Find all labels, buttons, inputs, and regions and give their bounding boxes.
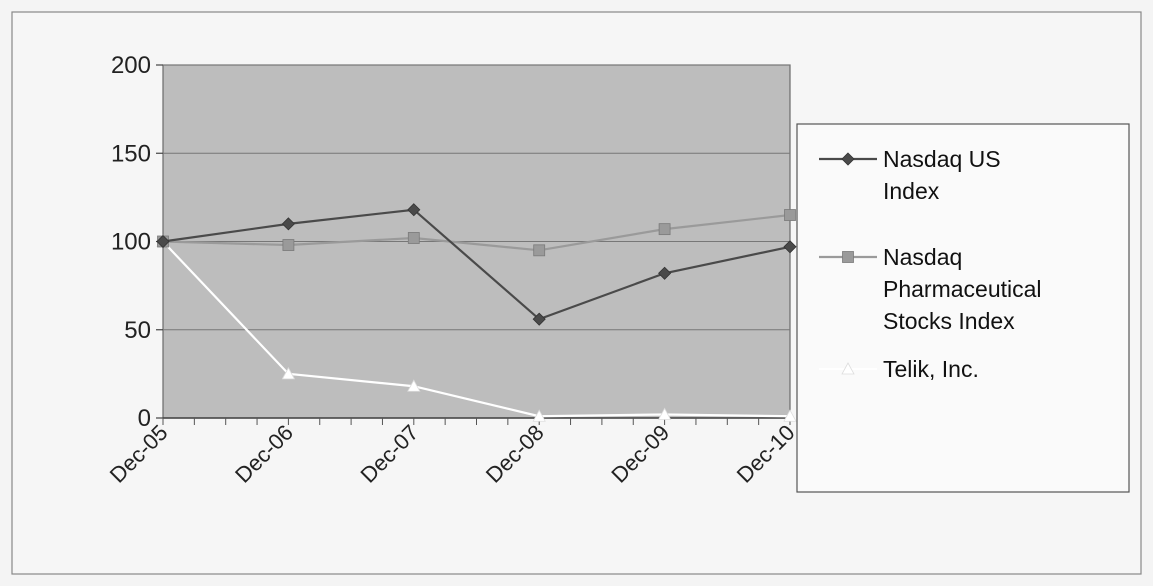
data-point-1-3 [533, 244, 546, 257]
legend-label-0: Index [883, 178, 940, 204]
data-point-1-2 [407, 232, 420, 244]
data-point-2-2 [407, 379, 421, 392]
tick-label-y: 50 [124, 317, 151, 344]
legend-marker-1 [842, 251, 854, 263]
data-point-2-5 [783, 409, 797, 422]
tick-label-y: 200 [111, 52, 151, 79]
data-point-0-4 [658, 266, 672, 280]
data-point-2-4 [657, 407, 672, 420]
legend-marker-0 [841, 152, 855, 166]
data-point-0-1 [281, 217, 295, 231]
tick-label-y: 150 [111, 140, 151, 167]
data-point-0-3 [532, 312, 546, 326]
series-line-1 [162, 213, 791, 252]
data-point-0-5 [783, 240, 797, 254]
data-point-1-5 [784, 209, 796, 221]
legend-label-1: Stocks Index [883, 308, 1015, 334]
legend-label-1: Pharmaceutical [883, 276, 1042, 302]
legend-label-1: Nasdaq [883, 244, 962, 270]
legend-label-0: Nasdaq US [883, 146, 1001, 172]
legend-marker-2 [841, 362, 855, 375]
data-point-0-2 [407, 203, 421, 217]
legend-label-2: Telik, Inc. [883, 356, 979, 382]
legend-box [796, 123, 1130, 493]
data-point-1-1 [282, 239, 295, 251]
series-line-0 [162, 208, 791, 321]
data-point-2-3 [532, 409, 546, 422]
tick-label-y: 0 [138, 405, 151, 432]
data-point-1-4 [658, 223, 671, 236]
series-line-2 [162, 240, 791, 418]
data-point-0-0 [156, 234, 170, 249]
data-point-2-1 [281, 367, 296, 380]
tick-label-y: 100 [111, 229, 151, 256]
